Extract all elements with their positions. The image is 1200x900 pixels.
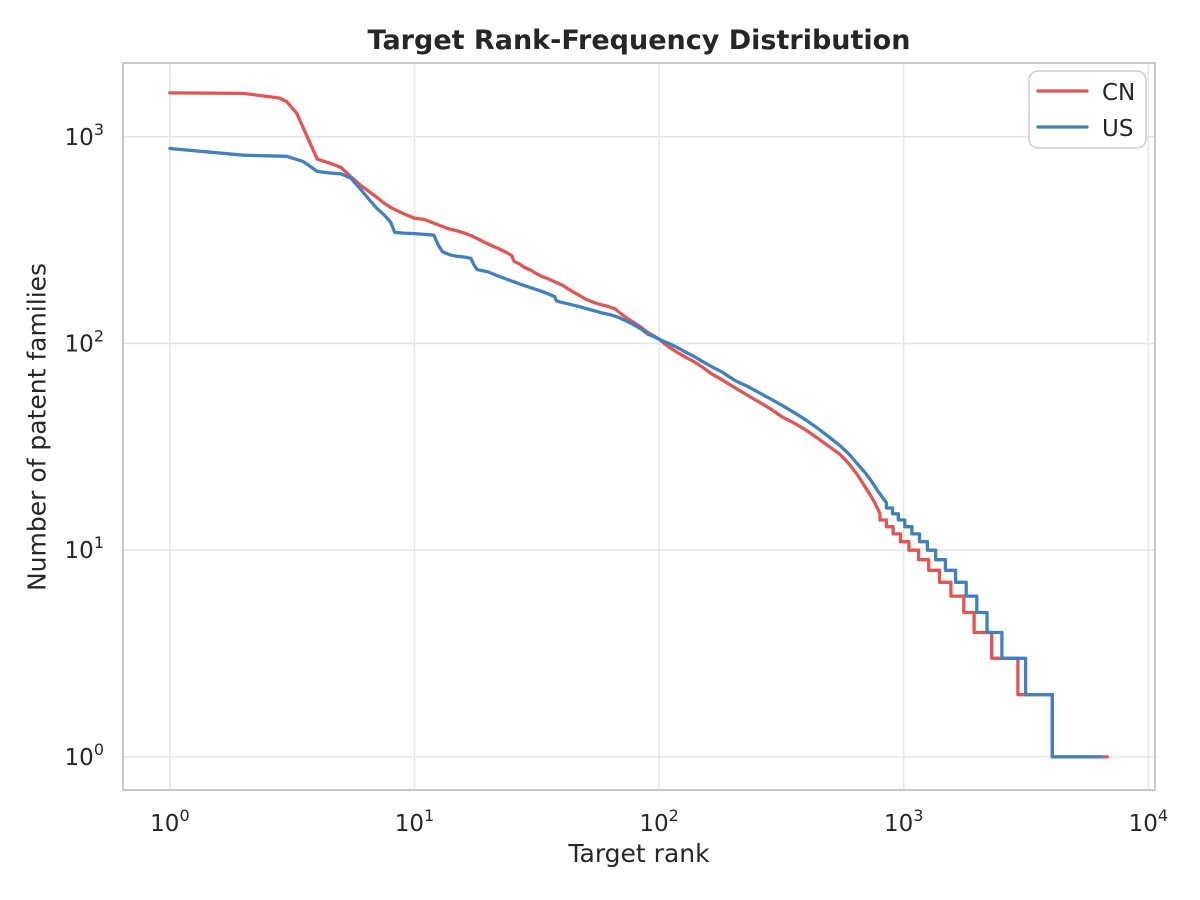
x-axis-label: Target rank [568,839,710,868]
gridlines [123,63,1155,790]
y-tick-label: 101 [65,533,104,564]
x-tick-label: 101 [395,806,434,837]
y-tick-label: 103 [65,120,104,151]
x-tick-label: 102 [639,806,678,837]
legend: CN US [1028,70,1147,149]
y-axis-label: Number of patent families [22,262,52,592]
legend-label-us: US [1102,116,1133,142]
series-line-us [168,146,1103,759]
y-tick-label: 102 [65,327,104,358]
x-tick-label: 104 [1129,806,1168,837]
axes-frame [122,62,1156,791]
y-tick-label: 100 [65,740,104,771]
x-tick-label: 100 [150,806,189,837]
chart-title: Target Rank-Frequency Distribution [367,25,911,56]
x-tick-label: 103 [884,806,923,837]
legend-label-cn: CN [1102,80,1135,106]
series-line-cn [168,91,1109,759]
